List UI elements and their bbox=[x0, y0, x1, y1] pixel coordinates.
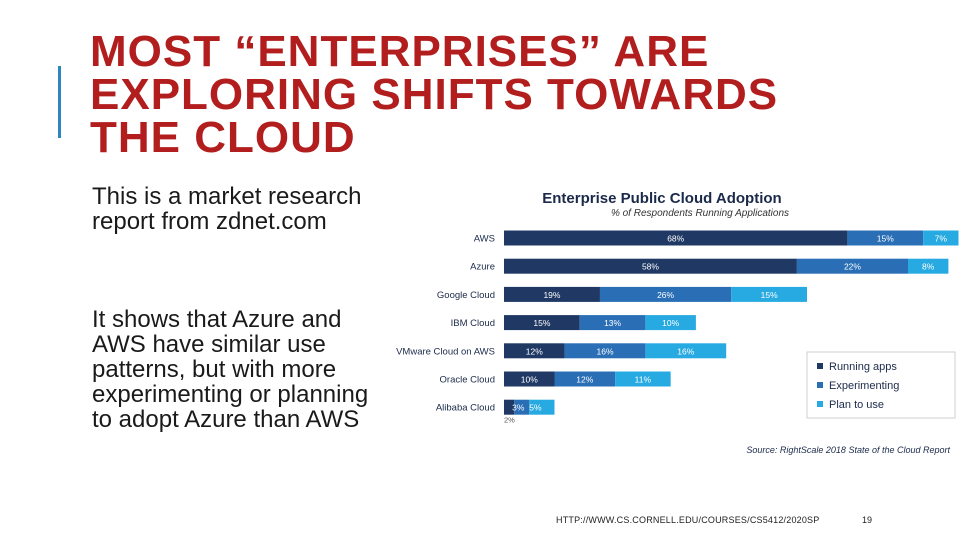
title-line: MOST “ENTERPRISES” ARE bbox=[90, 27, 710, 76]
intro-paragraph: This is a market research report from zd… bbox=[92, 184, 384, 234]
legend-label-plan-to-use: Plan to use bbox=[829, 399, 884, 411]
value-label-aws-experimenting: 15% bbox=[877, 234, 894, 244]
bar-aws-running-apps bbox=[504, 230, 848, 246]
legend-swatch-running-apps bbox=[817, 363, 823, 369]
category-label-aws: AWS bbox=[474, 234, 495, 245]
chart-title: Enterprise Public Cloud Adoption bbox=[542, 190, 781, 207]
paragraph-line: patterns, but with more bbox=[92, 356, 337, 383]
bar-alibaba-cloud-experimenting bbox=[514, 399, 530, 415]
bar-alibaba-cloud-plan-to-use bbox=[529, 399, 555, 415]
legend-swatch-plan-to-use bbox=[817, 401, 823, 407]
value-label-oracle-cloud-plan-to-use: 11% bbox=[635, 375, 652, 385]
paragraph-line: It shows that Azure and bbox=[92, 307, 342, 333]
bar-oracle-cloud-experimenting bbox=[554, 371, 616, 387]
slide-title: MOST “ENTERPRISES” ARE EXPLORING SHIFTS … bbox=[90, 27, 890, 162]
category-label-vmware-cloud-on-aws: VMware Cloud on AWS bbox=[396, 346, 495, 357]
title-accent-bar bbox=[58, 66, 61, 138]
bar-aws-experimenting bbox=[847, 230, 924, 246]
chart-subtitle: % of Respondents Running Applications bbox=[611, 208, 789, 219]
bar-vmware-cloud-on-aws-running-apps bbox=[504, 343, 565, 359]
value-label-oracle-cloud-running-apps: 10% bbox=[521, 375, 538, 385]
value-label-vmware-cloud-on-aws-experimenting: 16% bbox=[596, 346, 613, 356]
bar-vmware-cloud-on-aws-plan-to-use bbox=[645, 343, 727, 359]
paragraph-line: AWS have similar use bbox=[92, 331, 326, 358]
value-label-google-cloud-running-apps: 19% bbox=[543, 290, 560, 300]
value-label-aws-plan-to-use: 7% bbox=[935, 234, 948, 244]
value-label-oracle-cloud-experimenting: 12% bbox=[576, 375, 593, 385]
paragraph-line: report from zdnet.com bbox=[92, 208, 327, 234]
legend: Running apps Experimenting Plan to use bbox=[817, 361, 899, 411]
value-label-google-cloud-experimenting: 26% bbox=[657, 290, 674, 300]
bar-azure-experimenting bbox=[796, 258, 908, 274]
bar-oracle-cloud-plan-to-use bbox=[615, 371, 671, 387]
bar-alibaba-cloud-running-apps bbox=[504, 399, 515, 415]
value-label-azure-experimenting: 22% bbox=[844, 262, 861, 272]
category-label-ibm-cloud: IBM Cloud bbox=[451, 318, 495, 329]
value-label-ibm-cloud-experimenting: 13% bbox=[604, 318, 621, 328]
value-label-vmware-cloud-on-aws-plan-to-use: 16% bbox=[677, 346, 694, 356]
bar-google-cloud-experimenting bbox=[599, 286, 732, 302]
footer-url[interactable]: HTTP://WWW.CS.CORNELL.EDU/COURSES/CS5412… bbox=[556, 515, 820, 525]
bar-google-cloud-running-apps bbox=[504, 286, 600, 302]
bar-azure-running-apps bbox=[504, 258, 797, 274]
value-label-ibm-cloud-running-apps: 15% bbox=[533, 318, 550, 328]
paragraph-line: This is a market research bbox=[92, 184, 362, 210]
cloud-adoption-chart: Enterprise Public Cloud Adoption % of Re… bbox=[396, 190, 959, 455]
legend-swatch-experimenting bbox=[817, 382, 823, 388]
value-label-azure-running-apps: 58% bbox=[642, 262, 659, 272]
bar-google-cloud-plan-to-use bbox=[731, 286, 807, 302]
value-label-azure-plan-to-use: 8% bbox=[922, 262, 935, 272]
value-label-ibm-cloud-plan-to-use: 10% bbox=[662, 318, 679, 328]
bar-vmware-cloud-on-aws-experimenting bbox=[564, 343, 646, 359]
category-label-google-cloud: Google Cloud bbox=[437, 290, 495, 301]
value-label-google-cloud-plan-to-use: 15% bbox=[761, 290, 778, 300]
title-line: EXPLORING SHIFTS TOWARDS bbox=[90, 70, 779, 119]
category-label-azure: Azure bbox=[470, 262, 495, 273]
bar-aws-plan-to-use bbox=[923, 230, 959, 246]
paragraph-line: to adopt Azure than AWS bbox=[92, 406, 360, 432]
category-label-oracle-cloud: Oracle Cloud bbox=[440, 375, 495, 386]
cloud-adoption-chart-panel: Enterprise Public Cloud Adoption % of Re… bbox=[384, 178, 960, 464]
title-line: THE CLOUD bbox=[90, 113, 356, 162]
bar-oracle-cloud-running-apps bbox=[504, 371, 555, 387]
legend-label-experimenting: Experimenting bbox=[829, 380, 899, 392]
value-label-alibaba-cloud-experimenting: 3% bbox=[512, 403, 525, 413]
category-label-alibaba-cloud: Alibaba Cloud bbox=[436, 403, 495, 414]
value-label-alibaba-cloud-running-apps: 2% bbox=[504, 416, 515, 425]
chart-source: Source: RightScale 2018 State of the Clo… bbox=[746, 445, 950, 455]
bar-ibm-cloud-running-apps bbox=[504, 315, 580, 331]
bar-ibm-cloud-experimenting bbox=[579, 315, 646, 331]
legend-label-running-apps: Running apps bbox=[829, 361, 897, 373]
paragraph-line: experimenting or planning bbox=[92, 381, 369, 408]
value-label-aws-running-apps: 68% bbox=[667, 234, 684, 244]
value-label-alibaba-cloud-plan-to-use: 5% bbox=[529, 403, 542, 413]
bar-azure-plan-to-use bbox=[908, 258, 949, 274]
legend-box bbox=[806, 351, 956, 419]
bars-layer: AWS 68% 15% 7% Azure 58% 22% 8% Google Cloud 19% 2… bbox=[396, 230, 959, 425]
page-number: 19 bbox=[862, 515, 873, 525]
value-label-vmware-cloud-on-aws-running-apps: 12% bbox=[526, 346, 543, 356]
analysis-paragraph: It shows that Azure and AWS have similar… bbox=[92, 307, 384, 432]
bar-ibm-cloud-plan-to-use bbox=[645, 315, 696, 331]
